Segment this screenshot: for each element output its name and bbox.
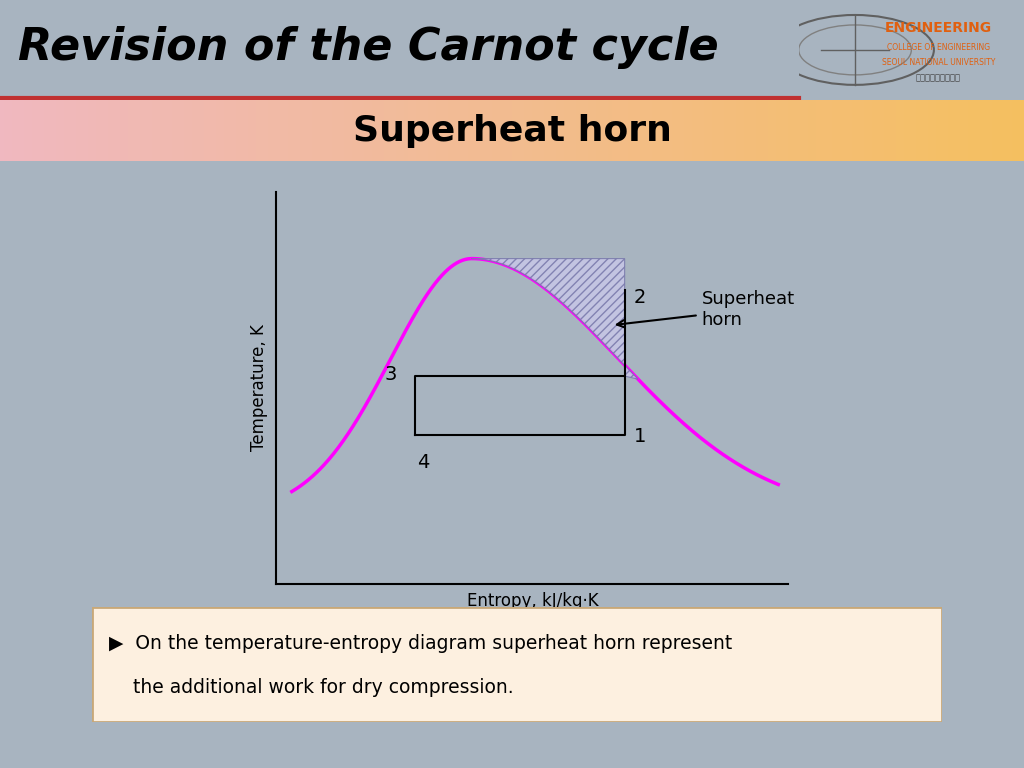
Y-axis label: Temperature, K: Temperature, K [250,324,268,452]
Text: COLLEGE OF ENGINEERING: COLLEGE OF ENGINEERING [887,44,990,52]
Text: Superheat horn: Superheat horn [352,114,672,147]
X-axis label: Entropy, kJ/kg·K: Entropy, kJ/kg·K [467,592,598,610]
FancyBboxPatch shape [92,607,942,722]
Text: 서울대학교공과대학: 서울대학교공과대학 [915,74,961,82]
Text: ▶  On the temperature-entropy diagram superheat horn represent: ▶ On the temperature-entropy diagram sup… [110,634,732,653]
Text: 2: 2 [634,288,646,307]
Text: 1: 1 [634,427,646,446]
Text: Superheat
horn: Superheat horn [616,290,795,329]
Text: 3: 3 [384,365,396,384]
Polygon shape [471,259,638,379]
Text: SEOUL NATIONAL UNIVERSITY: SEOUL NATIONAL UNIVERSITY [882,58,995,68]
Text: 4: 4 [418,453,430,472]
Text: the additional work for dry compression.: the additional work for dry compression. [110,678,514,697]
Text: ENGINEERING: ENGINEERING [885,21,992,35]
Text: Revision of the Carnot cycle: Revision of the Carnot cycle [18,26,719,69]
